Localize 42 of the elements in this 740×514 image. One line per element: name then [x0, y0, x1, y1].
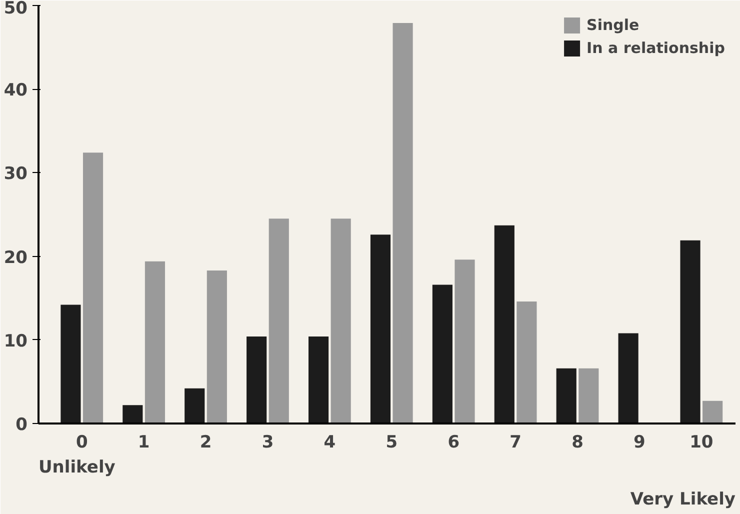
bar	[618, 333, 638, 424]
text: Very Likely	[630, 490, 736, 510]
bar	[60, 304, 81, 424]
bar	[392, 23, 413, 424]
bar	[454, 260, 475, 424]
x-tick-label: 5	[386, 432, 398, 452]
bar	[206, 270, 227, 424]
x-tick-label: 0	[76, 432, 88, 452]
x-tick-label: 2	[200, 432, 212, 452]
y-tick-label: 20	[4, 248, 28, 268]
bar	[122, 405, 143, 424]
x-tick-label: 4	[324, 432, 336, 452]
bar	[680, 240, 700, 424]
x-tick-label: 9	[634, 432, 646, 452]
legend-label: Single	[586, 16, 640, 34]
bar	[494, 225, 514, 424]
text: Unlikely	[38, 458, 116, 478]
y-tick-label: 50	[4, 0, 28, 18]
y-tick-label: 40	[4, 80, 28, 101]
bar	[330, 218, 351, 424]
bar	[432, 284, 452, 424]
x-tick-label: 7	[510, 432, 522, 452]
legend-label: In a relationship	[586, 39, 725, 57]
bar	[144, 261, 166, 424]
y-tick-label: 10	[4, 331, 28, 352]
y-tick-label: 0	[16, 415, 28, 435]
bar	[246, 336, 267, 424]
bar	[308, 336, 329, 424]
bar	[578, 368, 599, 424]
x-tick-label: 1	[138, 432, 150, 452]
x-tick-label: 6	[448, 432, 460, 452]
bar	[268, 218, 289, 424]
bar	[184, 388, 205, 424]
bar	[82, 152, 104, 424]
x-tick-label: 10	[690, 432, 714, 452]
y-tick-label: 30	[4, 164, 28, 184]
x-tick-label: 3	[262, 432, 274, 452]
bar	[370, 234, 391, 424]
bar	[516, 301, 537, 424]
bar	[556, 368, 576, 424]
x-tick-label: 8	[572, 432, 584, 452]
bar	[702, 400, 723, 424]
